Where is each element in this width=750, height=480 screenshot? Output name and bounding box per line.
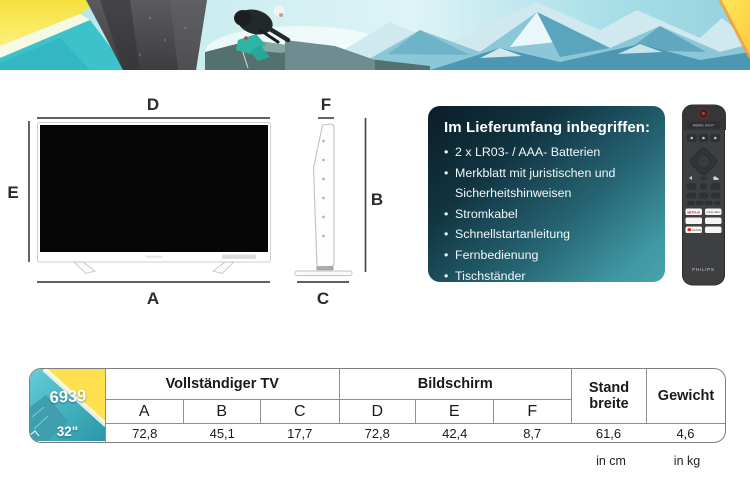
dimension-diagrams: D A E F C B — [7, 95, 383, 308]
header-stand-width-text: Stand breite — [588, 379, 630, 412]
dimension-label-f: F — [321, 95, 331, 114]
unit-weight: in kg — [673, 454, 701, 468]
banner-right-sun — [718, 0, 750, 59]
header-screen: Bildschirm — [338, 369, 571, 400]
screen-size-label: 32" — [56, 424, 79, 439]
ambilight-label: AMBILIGHT — [693, 124, 715, 128]
dimension-label-b: B — [371, 190, 383, 209]
column-letter-f: F — [493, 400, 571, 424]
tv-foot-right — [211, 261, 236, 275]
column-letter-a: A — [106, 400, 184, 424]
included-in-box-panel: Im Lieferumfang inbegriffen: 2 x LR03- /… — [428, 106, 665, 286]
banner-mountains — [310, 2, 750, 70]
dimension-label-d: D — [147, 95, 159, 114]
dimension-label-e: E — [7, 183, 18, 202]
value-a: 72,8 — [132, 425, 158, 441]
included-box-list: 2 x LR03- / AAA- Batterien Merkblatt mit… — [444, 142, 653, 286]
tv-front-view: D A E — [7, 95, 271, 308]
tv-side-view: F C B — [294, 95, 383, 308]
tv-stand-base — [294, 270, 353, 276]
netflix-label: NETFLIX — [688, 210, 701, 214]
banner-rock-pillar — [86, 0, 207, 70]
remote-app-buttons: NETFLIX prime video YouTube — [685, 208, 722, 233]
dimension-label-c: C — [317, 289, 329, 308]
banner-climber — [234, 5, 291, 69]
value-d: 72,8 — [364, 425, 390, 441]
prime-video-button — [705, 208, 722, 215]
tv-screen — [40, 125, 268, 252]
model-badge: 6939 32" — [30, 369, 106, 442]
included-item: Fernbedienung — [444, 245, 653, 266]
header-stand-width: Stand breite — [571, 369, 646, 424]
included-item: 2 x LR03- / AAA- Batterien — [444, 142, 653, 163]
netflix-button — [685, 208, 702, 215]
spec-table: 6939 32" Vollständiger TV Bildschirm Sta… — [29, 368, 726, 443]
tv-side-screw-holes — [322, 139, 325, 238]
included-item: Tischständer — [444, 266, 653, 287]
included-box-title: Im Lieferumfang inbegriffen: — [444, 119, 651, 136]
tv-logo-strip — [146, 255, 162, 258]
header-full-tv: Vollständiger TV — [106, 369, 339, 400]
app-button — [705, 226, 722, 233]
column-letter-c: C — [261, 400, 339, 424]
value-f: 8,7 — [523, 425, 542, 441]
value-weight: 4,6 — [676, 425, 695, 441]
youtube-play-icon — [687, 228, 692, 232]
ok-button — [696, 154, 711, 169]
model-number: 6939 — [49, 387, 87, 407]
included-item: Stromkabel — [444, 204, 653, 225]
unit-dimensions: in cm — [596, 454, 626, 468]
tv-stand-hinge — [316, 266, 334, 271]
youtube-button — [685, 226, 702, 233]
tv-side-panel — [312, 123, 335, 268]
dpad — [689, 147, 718, 176]
model-badge-background — [30, 369, 105, 441]
prime-video-label: prime video — [707, 210, 721, 214]
header-weight: Gewicht — [646, 369, 725, 424]
value-b: 45,1 — [209, 425, 235, 441]
dimension-label-a: A — [147, 289, 159, 308]
tv-foot-left — [72, 261, 97, 275]
remote-source-buttons — [687, 134, 720, 142]
included-item: Schnellstartanleitung — [444, 224, 653, 245]
value-e: 42,4 — [442, 425, 468, 441]
hero-banner-mountain-photo — [0, 0, 750, 70]
app-button — [705, 217, 722, 224]
app-button — [685, 217, 702, 224]
included-item: Merkblatt mit juristischen und Sicherhei… — [444, 163, 653, 204]
column-letter-e: E — [416, 400, 494, 424]
remote-volume-channel-buttons — [686, 183, 721, 205]
ambilight-button — [687, 121, 720, 129]
value-c: 17,7 — [287, 425, 313, 441]
tv-sticker — [222, 254, 256, 259]
philips-logo: PHILIPS — [692, 267, 714, 272]
power-led — [702, 112, 705, 115]
column-letter-b: B — [183, 400, 261, 424]
remote-control: AMBILIGHT NETFLIX prime video — [682, 104, 726, 286]
youtube-label: YouTube — [691, 228, 702, 232]
banner-left-sun-slope — [0, 0, 128, 70]
remote-nav-buttons — [689, 176, 719, 180]
column-letter-d: D — [338, 400, 416, 424]
value-stand-width: 61,6 — [595, 425, 622, 441]
